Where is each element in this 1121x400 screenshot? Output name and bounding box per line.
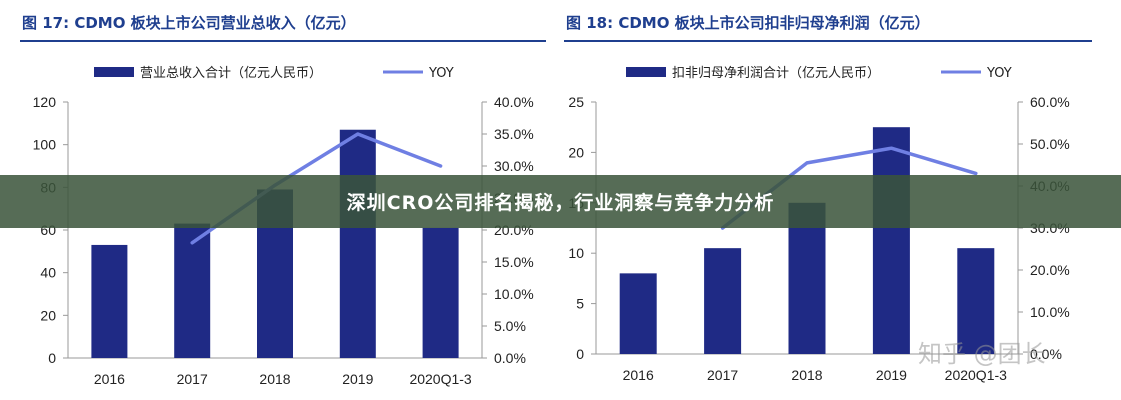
right-tick-label: 10.0%	[1030, 304, 1070, 320]
x-tick-label: 2018	[259, 371, 290, 387]
figure-title: 图 18: CDMO 板块上市公司扣非归母净利润（亿元）	[566, 14, 930, 32]
bar	[91, 244, 128, 358]
left-tick-label: 10	[568, 245, 584, 261]
right-tick-label: 15.0%	[494, 254, 534, 270]
legend-bar-label: 扣非归母净利润合计（亿元人民币）	[672, 66, 880, 81]
legend-bar-swatch	[94, 67, 134, 77]
left-tick-label: 120	[33, 94, 57, 110]
yoy-point	[974, 171, 978, 175]
net-profit-chart: 扣非归母净利润合计（亿元人民币）YOY05101520250.0%10.0%20…	[568, 66, 1070, 383]
x-tick-label: 2017	[177, 371, 208, 387]
yoy-point	[889, 146, 893, 150]
right-tick-label: 40.0%	[494, 94, 534, 110]
x-tick-label: 2019	[342, 371, 373, 387]
left-tick-label: 100	[33, 137, 57, 153]
left-tick-label: 0	[576, 346, 584, 362]
right-tick-label: 30.0%	[494, 158, 534, 174]
x-tick-label: 2016	[94, 371, 125, 387]
bar	[957, 248, 995, 354]
bar	[619, 273, 657, 354]
bar	[704, 248, 742, 354]
right-tick-label: 20.0%	[1030, 262, 1070, 278]
left-tick-label: 5	[576, 296, 584, 312]
title-rule	[564, 40, 1092, 42]
left-tick-label: 20	[568, 144, 584, 160]
left-tick-label: 0	[48, 350, 56, 366]
right-tick-label: 0.0%	[1030, 346, 1062, 362]
legend-bar-label: 营业总收入合计（亿元人民币）	[140, 66, 322, 81]
right-tick-label: 5.0%	[494, 318, 526, 334]
right-tick-label: 10.0%	[494, 286, 534, 302]
x-tick-label: 2020Q1-3	[409, 371, 471, 387]
legend-bar-swatch	[626, 67, 666, 77]
overlay-banner: 深圳CRO公司排名揭秘，行业洞察与竞争力分析	[0, 175, 1121, 228]
x-tick-label: 2019	[876, 367, 907, 383]
bar	[788, 202, 826, 354]
legend-line-label: YOY	[986, 66, 1012, 81]
legend-line-label: YOY	[428, 66, 454, 81]
yoy-point	[356, 132, 360, 136]
x-tick-label: 2020Q1-3	[945, 367, 1007, 383]
watermark: 知乎 @团长	[918, 340, 1046, 368]
x-tick-label: 2017	[707, 367, 738, 383]
bar	[174, 223, 211, 358]
yoy-point	[805, 161, 809, 165]
left-tick-label: 40	[40, 265, 56, 281]
banner-title: 深圳CRO公司排名揭秘，行业洞察与竞争力分析	[346, 192, 775, 214]
right-tick-label: 0.0%	[494, 350, 526, 366]
right-tick-label: 50.0%	[1030, 136, 1070, 152]
chart-panel-net-profit: 图 18: CDMO 板块上市公司扣非归母净利润（亿元） 扣非归母净利润合计（亿…	[556, 0, 1121, 400]
bar	[422, 227, 459, 358]
bar	[872, 127, 910, 354]
yoy-point	[190, 241, 194, 245]
figure-title: 图 17: CDMO 板块上市公司营业总收入（亿元）	[22, 14, 356, 32]
left-tick-label: 20	[40, 307, 56, 323]
x-tick-label: 2018	[791, 367, 822, 383]
bar	[339, 129, 376, 358]
title-rule	[20, 40, 546, 42]
left-tick-label: 25	[568, 94, 584, 110]
yoy-point	[439, 164, 443, 168]
right-tick-label: 35.0%	[494, 126, 534, 142]
x-tick-label: 2016	[623, 367, 654, 383]
right-tick-label: 60.0%	[1030, 94, 1070, 110]
